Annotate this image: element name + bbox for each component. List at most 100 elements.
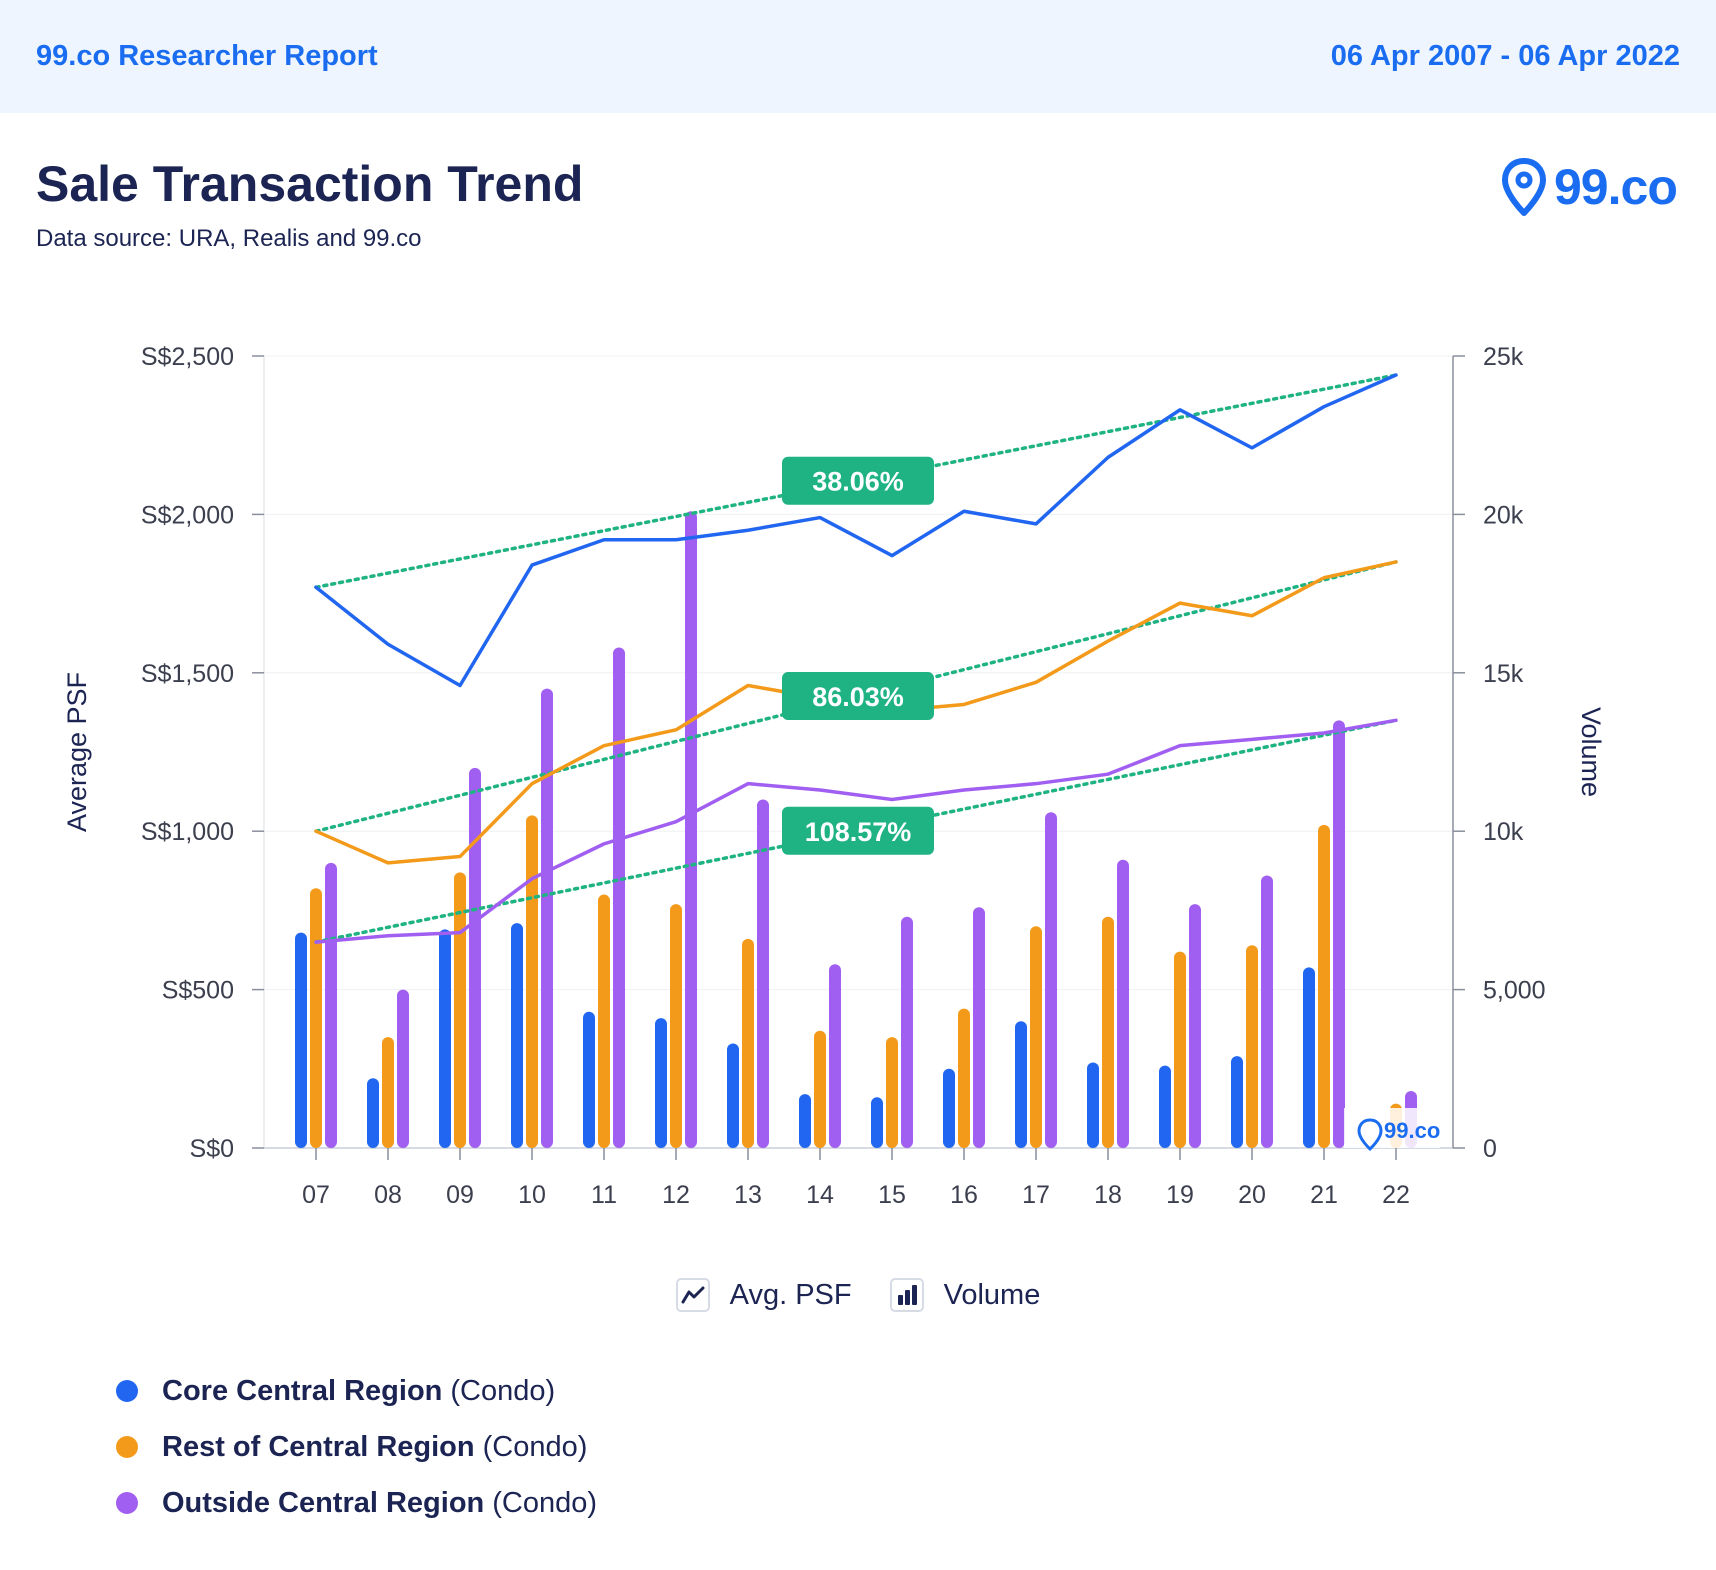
bar-ccr-16 <box>943 1068 955 1148</box>
y-right-tick-label-1: 5,000 <box>1483 977 1546 1005</box>
brand-logo-text: 99.co <box>1554 159 1678 215</box>
legend-volume-label: Volume <box>943 1278 1041 1311</box>
legend-name-ocr: Outside Central Region <box>162 1486 485 1519</box>
legend-name-rcr: Rest of Central Region <box>162 1430 475 1463</box>
x-tick-label-17: 17 <box>1022 1181 1050 1209</box>
bar-ocr-17 <box>1045 812 1057 1148</box>
sale-transaction-chart: S$0 S$500 S$1,000 S$1,500 S$2,000 S$2,500 0 5,0… <box>62 343 1606 1209</box>
y-left-axis-title: Average PSF <box>62 672 92 832</box>
bar-ocr-16 <box>973 907 985 1148</box>
bar-ccr-13 <box>727 1043 739 1148</box>
psf-line-ccr <box>314 373 1398 688</box>
bar-ccr-21 <box>1303 967 1315 1148</box>
report-header: 99.co Researcher Report 06 Apr 2007 - 06… <box>0 0 1716 113</box>
bar-ccr-07 <box>295 932 307 1148</box>
legend-dot-ccr <box>116 1380 138 1402</box>
bar-rcr-11 <box>598 894 610 1148</box>
psf-line-ocr <box>314 718 1398 944</box>
y-right-tick-label-0: 0 <box>1483 1135 1497 1163</box>
legend-volume[interactable]: Volume <box>889 1278 1041 1312</box>
trend-badge-rcr <box>782 672 934 721</box>
page-title: Sale Transaction Trend <box>36 156 584 212</box>
bar-rcr-10 <box>526 815 538 1148</box>
y-right-tick-label-5: 25k <box>1483 343 1524 371</box>
page-subtitle: Data source: URA, Realis and 99.co <box>36 225 422 252</box>
trend-badge-ccr <box>782 456 934 505</box>
bar-rcr-20 <box>1246 945 1258 1148</box>
bar-ocr-09 <box>469 767 481 1148</box>
bar-ocr-13 <box>757 799 769 1148</box>
legend-suffix-ocr: (Condo) <box>492 1486 598 1519</box>
y-right-tick-label-2: 10k <box>1483 818 1524 846</box>
location-pin-icon <box>1502 158 1546 216</box>
bar-ccr-18 <box>1087 1062 1099 1148</box>
legend-dot-ocr <box>116 1492 138 1514</box>
bar-ccr-09 <box>439 929 451 1148</box>
legend-avg-psf[interactable]: Avg. PSF <box>675 1278 852 1312</box>
trend-badge-label-ocr: 108.57% <box>805 817 912 847</box>
bar-ccr-12 <box>655 1018 667 1148</box>
bar-ccr-15 <box>871 1097 883 1148</box>
bar-ocr-12 <box>685 511 697 1148</box>
x-tick-label-18: 18 <box>1094 1181 1122 1209</box>
legend-suffix-ccr: (Condo) <box>450 1374 556 1407</box>
brand-logo: 99.co <box>1500 152 1678 222</box>
bar-rcr-07 <box>310 888 322 1148</box>
trend-badge-label-rcr: 86.03% <box>812 682 904 712</box>
bar-ccr-14 <box>799 1094 811 1148</box>
x-tick-label-21: 21 <box>1310 1181 1338 1209</box>
date-range: 06 Apr 2007 - 06 Apr 2022 <box>1330 40 1680 72</box>
bar-rcr-19 <box>1174 951 1186 1148</box>
bar-ccr-20 <box>1231 1056 1243 1148</box>
bar-rcr-16 <box>958 1008 970 1148</box>
legend-item-rcr[interactable]: Rest of Central Region (Condo) <box>116 1419 597 1475</box>
line-chart-icon <box>675 1278 710 1312</box>
y-right-axis-title: Volume <box>1576 707 1606 797</box>
legend-avg-psf-label: Avg. PSF <box>729 1278 852 1311</box>
x-tick-label-11: 11 <box>591 1181 617 1209</box>
bar-ocr-10 <box>541 688 553 1148</box>
bar-ccr-08 <box>367 1078 379 1148</box>
y-right-tick-label-3: 15k <box>1483 660 1524 688</box>
x-tick-label-07: 07 <box>302 1181 330 1209</box>
x-tick-label-10: 10 <box>518 1181 546 1209</box>
legend-item-ocr[interactable]: Outside Central Region (Condo) <box>116 1475 597 1531</box>
chart-mode-legend: Avg. PSF Volume <box>0 1278 1716 1312</box>
bar-ocr-07 <box>325 862 337 1148</box>
bar-ccr-19 <box>1159 1065 1171 1148</box>
bar-rcr-17 <box>1030 926 1042 1148</box>
bar-ocr-15 <box>901 916 913 1148</box>
y-left-tick-label-1: S$500 <box>162 977 234 1005</box>
bar-rcr-21 <box>1318 824 1330 1148</box>
bar-ocr-18 <box>1117 859 1129 1148</box>
bar-ocr-11 <box>613 647 625 1148</box>
x-tick-label-12: 12 <box>662 1181 690 1209</box>
bar-rcr-18 <box>1102 916 1114 1148</box>
watermark-pin-icon <box>1357 1118 1383 1152</box>
y-left-tick-label-2: S$1,000 <box>141 818 234 846</box>
x-tick-label-19: 19 <box>1166 1181 1194 1209</box>
legend-name-ccr: Core Central Region <box>162 1374 443 1407</box>
bar-rcr-13 <box>742 938 754 1148</box>
x-tick-label-08: 08 <box>374 1181 402 1209</box>
x-tick-label-15: 15 <box>878 1181 906 1209</box>
legend-item-ccr[interactable]: Core Central Region (Condo) <box>116 1363 597 1419</box>
bar-chart-icon <box>889 1278 924 1312</box>
bar-rcr-12 <box>670 904 682 1148</box>
bar-ocr-20 <box>1261 875 1273 1148</box>
y-left-tick-label-4: S$2,000 <box>141 501 234 529</box>
trend-badge-ocr <box>782 806 934 855</box>
x-tick-label-13: 13 <box>734 1181 762 1209</box>
bar-ocr-19 <box>1189 904 1201 1148</box>
x-tick-label-22: 22 <box>1382 1181 1410 1209</box>
y-left-tick-label-5: S$2,500 <box>141 343 234 371</box>
y-left-tick-label-3: S$1,500 <box>141 660 234 688</box>
bar-ccr-11 <box>583 1011 595 1148</box>
x-tick-label-20: 20 <box>1238 1181 1266 1209</box>
bar-rcr-08 <box>382 1037 394 1148</box>
x-tick-label-14: 14 <box>806 1181 834 1209</box>
bar-rcr-09 <box>454 872 466 1148</box>
y-left-tick-label-0: S$0 <box>190 1135 234 1163</box>
watermark-text: 99.co <box>1384 1118 1440 1143</box>
x-tick-label-16: 16 <box>950 1181 978 1209</box>
